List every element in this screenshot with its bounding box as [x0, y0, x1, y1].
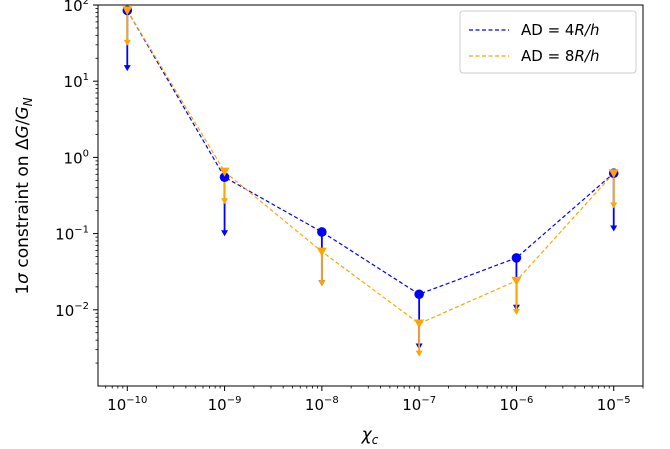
series-line-2 [126, 10, 615, 325]
y-tick-label: 100 [64, 148, 89, 167]
limit-arrow-head [221, 198, 229, 205]
data-point [316, 247, 327, 257]
limit-arrow-head [512, 309, 520, 316]
data-point [511, 276, 522, 286]
series-lines [126, 10, 615, 325]
legend-label-series-1: AD = 4R/h [521, 21, 599, 39]
data-point [317, 227, 327, 237]
data-point [219, 172, 230, 182]
data-point [511, 253, 522, 263]
series-markers [122, 5, 619, 329]
data-point [608, 169, 619, 179]
limit-arrow-head [123, 65, 131, 72]
x-tick-label: 10−10 [107, 395, 147, 414]
legend-box [459, 10, 637, 74]
y-tick-label: 102 [64, 0, 89, 15]
limit-arrow-head [610, 225, 618, 232]
data-point [414, 319, 425, 329]
x-axis-label: χc [361, 425, 379, 447]
data-point [219, 167, 230, 177]
x-tick-label: 10−5 [597, 395, 631, 414]
limit-arrow-head [221, 230, 229, 237]
limit-arrow-head [610, 202, 618, 209]
limit-arrow-head [123, 39, 131, 46]
y-axis-label: 1σ constraint on ΔG/GN [13, 97, 35, 294]
y-tick-label: 10−2 [55, 301, 89, 320]
x-tick-label: 10−9 [208, 395, 242, 414]
ticks: 10−10 10−9 10−8 10−7 10−6 10−5 10−2 10−1 100 101 1… [55, 0, 644, 414]
x-tick-label: 10−6 [500, 395, 534, 414]
y-tick-label: 10−1 [55, 225, 89, 244]
legend-label-series-2: AD = 8R/h [521, 47, 599, 65]
legend: AD = 4R/h AD = 8R/h [459, 10, 637, 74]
data-point [414, 289, 424, 300]
limit-arrow-head [318, 280, 326, 287]
x-tick-label: 10−7 [402, 395, 436, 414]
data-point [122, 6, 133, 16]
x-tick-label: 10−8 [305, 395, 339, 414]
y-tick-label: 101 [64, 72, 89, 91]
limit-arrow-head [415, 350, 423, 357]
